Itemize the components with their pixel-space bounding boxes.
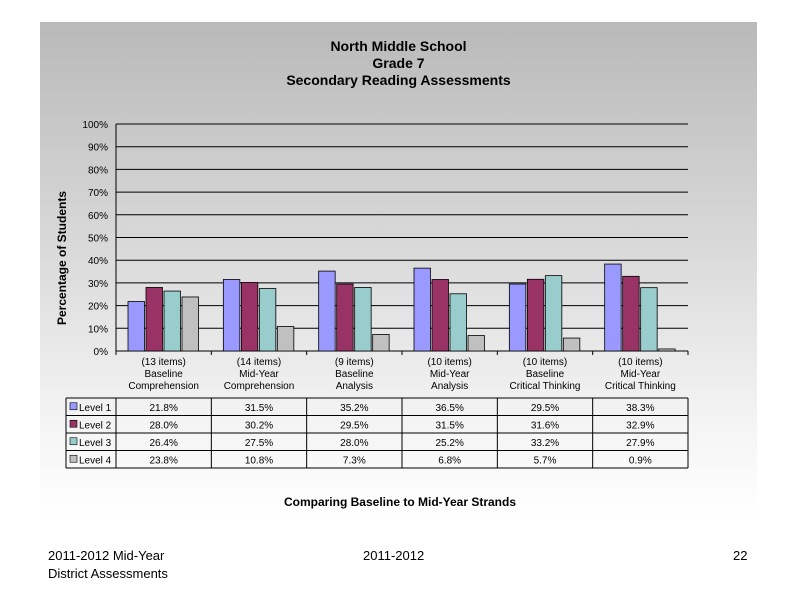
legend-swatch xyxy=(69,419,78,428)
table-cell-value: 10.8% xyxy=(245,455,273,466)
bar-level-2 xyxy=(145,287,163,352)
bar-level-1 xyxy=(127,301,145,352)
bar-level-3 xyxy=(449,293,467,352)
bar-level-2 xyxy=(240,282,259,352)
legend-swatch xyxy=(69,402,78,411)
y-tick-label: 10% xyxy=(88,324,108,335)
bar-level-1 xyxy=(604,263,622,352)
bar-level-4 xyxy=(562,337,581,352)
legend-swatch xyxy=(69,437,78,446)
legend-label: Level 4 xyxy=(79,455,112,466)
category-label: Comprehension xyxy=(224,381,295,392)
table-cell-value: 30.2% xyxy=(245,420,273,431)
y-axis-label: Percentage of Students xyxy=(55,191,69,325)
page-number: 22 xyxy=(733,548,748,563)
y-tick-label: 70% xyxy=(88,188,108,199)
bar-level-2 xyxy=(526,278,545,352)
category-label: (9 items) xyxy=(335,357,374,368)
legend-label: Level 2 xyxy=(79,420,112,431)
bar-level-1 xyxy=(508,283,527,352)
category-label: Critical Thinking xyxy=(605,381,676,392)
bar-level-4 xyxy=(372,334,390,352)
table-cell-value: 23.8% xyxy=(149,455,177,466)
bar-level-1 xyxy=(318,270,336,352)
chart-title-line-2: Grade 7 xyxy=(372,55,425,71)
bar-level-2 xyxy=(622,275,640,352)
y-tick-label: 30% xyxy=(88,279,108,290)
table-cell-value: 0.9% xyxy=(629,455,652,466)
bar-level-1 xyxy=(413,267,431,352)
chart-title-line-3: Secondary Reading Assessments xyxy=(286,72,511,88)
bar-level-4 xyxy=(276,326,295,352)
bar-level-3 xyxy=(258,288,277,352)
bar-level-4 xyxy=(467,335,485,352)
y-tick-label: 80% xyxy=(88,165,108,176)
y-tick-label: 100% xyxy=(82,120,108,131)
legend-swatch xyxy=(69,454,78,463)
category-label: Analysis xyxy=(431,381,468,392)
table-cell-value: 21.8% xyxy=(149,403,177,414)
category-label: Mid-Year xyxy=(621,369,661,380)
bar-level-3 xyxy=(640,287,658,352)
table-cell-value: 31.5% xyxy=(245,403,273,414)
category-label: (10 items) xyxy=(523,357,567,368)
category-label: Analysis xyxy=(336,381,373,392)
category-label: Critical Thinking xyxy=(510,381,581,392)
y-tick-label: 40% xyxy=(88,256,108,267)
bar-level-3 xyxy=(354,287,372,352)
category-label: Baseline xyxy=(335,369,374,380)
y-tick-label: 60% xyxy=(88,211,108,222)
legend-label: Level 3 xyxy=(79,438,112,449)
category-label: Mid-Year xyxy=(239,369,279,380)
footer-center: 2011-2012 xyxy=(363,548,425,563)
category-label: Mid-Year xyxy=(430,369,470,380)
table-cell-value: 27.5% xyxy=(245,438,273,449)
y-tick-label: 20% xyxy=(88,302,108,313)
table-cell-value: 26.4% xyxy=(149,438,177,449)
footer-left-line-1: 2011-2012 Mid-Year xyxy=(48,548,165,563)
bar-level-1 xyxy=(222,279,241,352)
category-label: Baseline xyxy=(144,369,183,380)
category-label: Comprehension xyxy=(128,381,199,392)
y-tick-label: 0% xyxy=(94,347,109,358)
table-cell-value: 27.9% xyxy=(626,438,654,449)
category-label: (10 items) xyxy=(427,357,471,368)
table-cell-value: 29.5% xyxy=(340,420,368,431)
chart-area xyxy=(40,22,757,520)
bar-level-3 xyxy=(163,290,181,352)
category-label: (14 items) xyxy=(237,357,281,368)
table-cell-value: 28.0% xyxy=(340,438,368,449)
bar-level-3 xyxy=(544,275,563,352)
table-cell-value: 31.5% xyxy=(435,420,463,431)
table-cell-value: 5.7% xyxy=(534,455,557,466)
bar-level-4 xyxy=(181,296,199,352)
bar-level-4 xyxy=(658,348,676,352)
table-cell-value: 25.2% xyxy=(435,438,463,449)
legend-label: Level 1 xyxy=(79,403,112,414)
bar-level-2 xyxy=(336,283,354,352)
y-tick-label: 90% xyxy=(88,143,108,154)
x-axis-label: Comparing Baseline to Mid-Year Strands xyxy=(284,495,516,509)
table-cell-value: 35.2% xyxy=(340,403,368,414)
table-cell-value: 6.8% xyxy=(438,455,461,466)
category-label: (10 items) xyxy=(618,357,662,368)
table-cell-value: 28.0% xyxy=(149,420,177,431)
bar-level-2 xyxy=(431,279,449,352)
table-cell-value: 38.3% xyxy=(626,403,654,414)
table-cell-value: 33.2% xyxy=(531,438,559,449)
category-label: Baseline xyxy=(526,369,565,380)
footer-left-line-2: District Assessments xyxy=(48,566,168,581)
table-cell-value: 29.5% xyxy=(531,403,559,414)
table-cell-value: 36.5% xyxy=(435,403,463,414)
table-cell-value: 7.3% xyxy=(343,455,366,466)
category-label: (13 items) xyxy=(141,357,185,368)
chart-title-line-1: North Middle School xyxy=(330,38,467,54)
table-cell-value: 31.6% xyxy=(531,420,559,431)
table-cell-value: 32.9% xyxy=(626,420,654,431)
y-tick-label: 50% xyxy=(88,234,108,245)
